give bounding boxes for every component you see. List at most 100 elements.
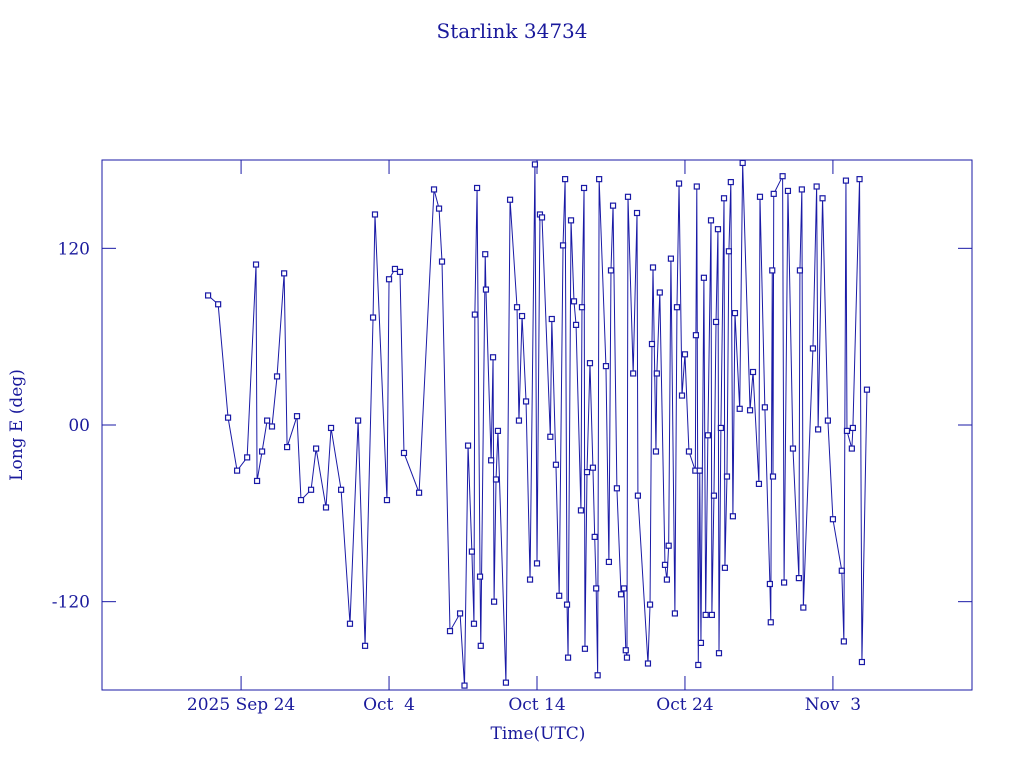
data-point: [385, 276, 393, 283]
data-point: [714, 226, 722, 233]
data-point: [204, 292, 212, 299]
data-point: [570, 298, 578, 305]
data-point: [704, 432, 711, 439]
data-point: [468, 548, 475, 555]
data-point: [749, 368, 757, 376]
data-point: [488, 457, 495, 464]
data-point: [769, 267, 776, 274]
data-point: [400, 449, 408, 457]
data-point: [663, 576, 671, 583]
data-point: [784, 187, 792, 195]
data-point: [707, 217, 715, 224]
data-point: [617, 591, 625, 598]
x-tick-label: Oct 24: [656, 695, 713, 715]
data-point: [502, 679, 510, 686]
data-point: [661, 561, 669, 568]
data-point: [396, 268, 404, 275]
data-line: [207, 162, 868, 686]
data-point: [838, 567, 845, 574]
data-point: [548, 315, 555, 323]
data-point: [843, 427, 851, 434]
data-point: [515, 417, 523, 424]
data-point: [819, 195, 826, 202]
data-point: [596, 176, 603, 183]
data-point: [461, 682, 468, 689]
data-point: [490, 598, 498, 605]
data-point: [383, 496, 391, 504]
data-point: [586, 360, 594, 367]
data-point: [727, 178, 734, 186]
data-point: [391, 265, 399, 273]
data-point: [602, 363, 610, 370]
data-point: [708, 611, 715, 619]
data-point: [842, 177, 850, 184]
data-point: [644, 660, 652, 667]
data-point: [717, 424, 725, 432]
data-point: [769, 473, 777, 480]
data-point: [562, 176, 569, 183]
y-tick-label: -120: [52, 593, 90, 613]
y-tick-label: 00: [68, 416, 90, 436]
data-point: [435, 205, 443, 212]
data-point: [736, 405, 743, 412]
data-point: [755, 480, 763, 487]
data-point: [648, 340, 656, 348]
data-point: [258, 448, 266, 455]
data-point: [815, 426, 822, 433]
data-point: [446, 628, 454, 635]
data-point: [361, 642, 369, 649]
data-point: [630, 370, 637, 377]
data-point: [338, 486, 345, 493]
data-point: [307, 486, 315, 493]
data-point: [770, 190, 777, 197]
data-point: [473, 184, 481, 192]
data-point: [697, 639, 705, 646]
data-point: [634, 492, 642, 499]
data-point: [476, 573, 484, 580]
data-point: [858, 658, 866, 666]
data-point: [633, 209, 641, 217]
data-point: [715, 650, 723, 657]
data-point: [605, 558, 613, 566]
data-point: [796, 267, 804, 274]
data-point: [533, 560, 541, 567]
x-tick-label: Oct 14: [508, 695, 565, 715]
data-point: [678, 392, 686, 399]
data-point: [702, 611, 709, 619]
data-point: [653, 370, 660, 377]
data-point: [656, 289, 663, 296]
data-point: [513, 304, 521, 311]
data-point: [766, 580, 773, 588]
data-point: [273, 373, 281, 380]
data-point: [538, 214, 546, 221]
data-point: [430, 186, 438, 193]
data-point: [577, 507, 585, 514]
data-point: [297, 496, 305, 504]
data-point: [840, 638, 847, 645]
data-point: [824, 417, 831, 424]
x-tick-label: Nov 3: [805, 695, 861, 715]
data-point: [215, 301, 222, 308]
data-point: [224, 414, 232, 421]
data-point: [721, 564, 729, 571]
data-point: [470, 620, 478, 627]
data-point: [756, 193, 764, 200]
data-point: [649, 264, 657, 271]
data-point: [723, 473, 731, 480]
data-point: [594, 672, 601, 679]
data-point: [581, 645, 589, 652]
data-point: [531, 161, 539, 168]
data-point: [731, 310, 739, 317]
data-point: [556, 592, 563, 599]
data-point: [739, 160, 746, 167]
data-point: [613, 485, 620, 492]
data-point: [624, 193, 632, 200]
data-point: [312, 445, 320, 452]
data-point: [244, 454, 251, 461]
chart-title: Starlink 34734: [437, 19, 588, 43]
data-point: [671, 610, 678, 617]
data-point: [552, 461, 560, 468]
data-point: [789, 445, 797, 452]
data-point: [355, 417, 362, 424]
data-point: [779, 173, 786, 180]
